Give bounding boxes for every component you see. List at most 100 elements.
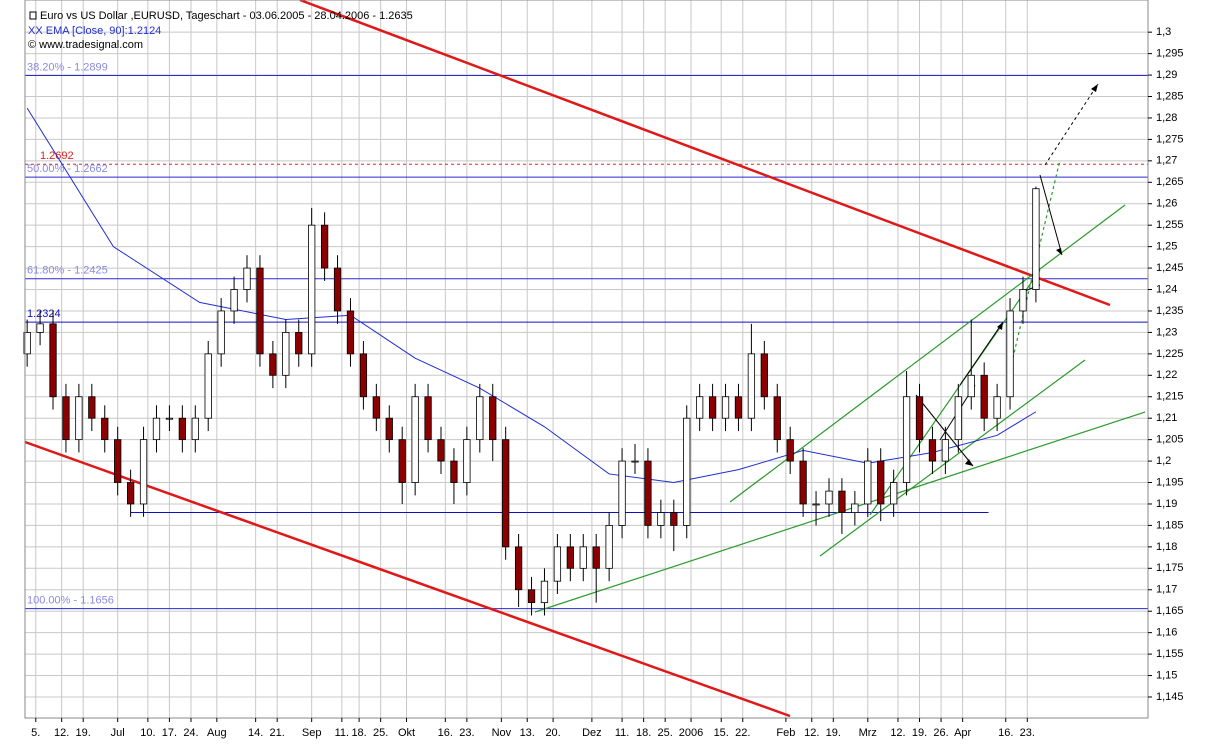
x-tick-label: 23. xyxy=(1020,727,1035,739)
level-label: 50.00% - 1.2662 xyxy=(27,163,108,175)
x-tick-label: 11. xyxy=(615,727,629,739)
y-tick-label: 1,24 xyxy=(1156,283,1177,295)
candle-body xyxy=(708,396,717,419)
candle-body xyxy=(993,396,1001,419)
candle-body xyxy=(1006,310,1014,398)
candle-body xyxy=(967,374,975,398)
x-tick-label: 2006 xyxy=(679,727,703,739)
x-tick-label: Nov xyxy=(492,727,512,739)
y-tick-label: 1,245 xyxy=(1156,262,1184,274)
ema-line xyxy=(26,107,1037,484)
x-tick-label: 15. xyxy=(714,727,729,739)
projection xyxy=(1044,83,1099,166)
candle-body xyxy=(243,267,251,290)
candle-body xyxy=(851,503,859,513)
x-tick-label: Mrz xyxy=(859,727,877,739)
level-label: 61.80% - 1.2425 xyxy=(27,265,108,277)
candle-body xyxy=(333,267,342,312)
x-tick-label: 18. xyxy=(351,727,366,739)
candle-body xyxy=(527,589,536,604)
candle-body xyxy=(941,439,950,462)
x-tick-label: 22. xyxy=(735,727,750,739)
x-tick-label: 12. xyxy=(804,727,819,739)
y-tick-label: 1,235 xyxy=(1156,305,1184,317)
x-tick-label: 17. xyxy=(162,727,177,739)
x-tick-label: 19. xyxy=(912,727,927,739)
title-icon xyxy=(29,11,37,20)
x-tick-label: 16. xyxy=(998,727,1013,739)
candle-body xyxy=(308,224,316,355)
candle-body xyxy=(670,512,678,526)
y-tick-label: 1,185 xyxy=(1156,519,1184,531)
candle-body xyxy=(799,460,807,505)
candle-body xyxy=(825,490,833,505)
candle-body xyxy=(721,396,730,419)
x-tick-label: 14. xyxy=(248,727,263,739)
candle-body xyxy=(605,525,613,569)
y-tick-label: 1,255 xyxy=(1156,219,1184,231)
candle-body xyxy=(928,439,937,462)
x-tick-label: 12. xyxy=(890,727,905,739)
candle-body xyxy=(36,323,44,333)
x-tick-label: 21. xyxy=(270,727,285,739)
candle-body xyxy=(915,396,924,441)
candle-body xyxy=(178,417,186,441)
candle-body xyxy=(75,396,83,441)
candle-body xyxy=(579,546,587,569)
x-tick-label: Sep xyxy=(302,727,322,739)
candle-body xyxy=(230,289,238,312)
candle-body xyxy=(864,460,872,505)
x-tick-label: 10. xyxy=(140,727,155,739)
candle-body xyxy=(631,460,639,463)
candles xyxy=(23,107,1040,616)
ema-legend: XX EMA [Close, 90]:1.2124 xyxy=(28,25,161,37)
candle-body xyxy=(398,439,406,483)
candle-body xyxy=(902,396,911,483)
candle-body xyxy=(502,439,510,548)
candle-body xyxy=(1032,188,1040,290)
x-tick-label: 24. xyxy=(183,727,198,739)
candle-body xyxy=(359,353,368,398)
y-tick-label: 1,26 xyxy=(1156,198,1177,210)
candle-body xyxy=(980,374,988,419)
y-tick-label: 1,15 xyxy=(1156,669,1177,681)
candle-body xyxy=(191,417,199,441)
x-tick-label: 5. xyxy=(31,727,40,739)
x-tick-label: 19. xyxy=(76,727,91,739)
y-tick-label: 1,17 xyxy=(1156,584,1177,596)
source: © www.tradesignal.com xyxy=(28,39,143,51)
y-tick-label: 1,225 xyxy=(1156,348,1184,360)
candle-body xyxy=(114,439,122,483)
candle-body xyxy=(346,310,355,355)
candle-body xyxy=(683,417,691,526)
candle-body xyxy=(139,439,148,505)
y-tick-label: 1,16 xyxy=(1156,627,1177,639)
y-tick-label: 1,23 xyxy=(1156,326,1177,338)
x-tick-label: 26. xyxy=(933,727,948,739)
candle-body xyxy=(734,396,743,419)
x-tick-label: Feb xyxy=(776,727,795,739)
candle-body xyxy=(540,580,549,604)
candle-body xyxy=(101,417,109,441)
x-tick-label: Jul xyxy=(111,727,125,739)
arrow xyxy=(1039,174,1063,256)
candle-body xyxy=(165,417,174,420)
plot-frame xyxy=(24,0,1149,719)
candle-body xyxy=(812,503,820,506)
y-tick-label: 1,195 xyxy=(1156,476,1184,488)
candle-body xyxy=(954,396,962,441)
y-tick-label: 1,18 xyxy=(1156,541,1177,553)
candle-body xyxy=(372,396,380,419)
candle-body xyxy=(1019,289,1027,312)
candle-body xyxy=(489,396,497,441)
candle-body xyxy=(269,353,277,376)
level-label: 38.20% - 1.2899 xyxy=(27,61,108,73)
candle-body xyxy=(295,332,303,355)
candle-body xyxy=(553,546,562,582)
trend-line xyxy=(819,359,1086,557)
y-tick-label: 1,29 xyxy=(1156,69,1177,81)
x-tick-label: 13. xyxy=(520,727,535,739)
candle-body xyxy=(657,512,665,526)
